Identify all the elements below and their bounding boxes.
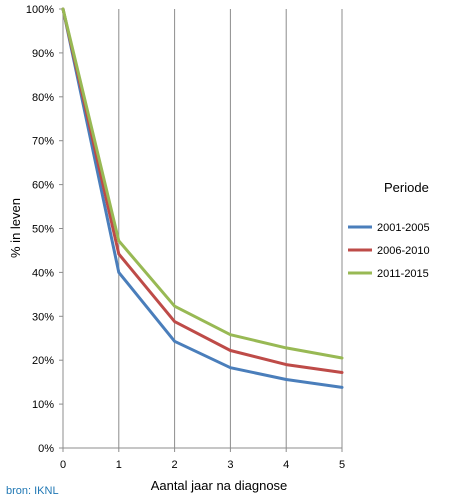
y-tick-label: 20% <box>32 355 54 367</box>
legend-items: 2001-2005 2006-2010 2011-2015 <box>348 222 430 280</box>
legend-label-2006-2010: 2006-2010 <box>377 245 430 257</box>
legend-title: Periode <box>384 180 429 195</box>
gridlines <box>118 9 343 448</box>
y-axis-title: % in leven <box>8 198 23 258</box>
axes <box>59 8 343 452</box>
x-tick-label: 1 <box>116 459 122 471</box>
x-tick-label: 3 <box>227 459 233 471</box>
y-tick-label: 70% <box>32 136 54 148</box>
y-tick-label: 90% <box>32 48 54 60</box>
x-tick-label: 5 <box>339 459 345 471</box>
y-tick-label: 30% <box>32 311 54 323</box>
tick-labels: 0% 10% 20% 30% 40% 50% 60% 70% 80% 90% 100% 0 1 2 3 4 5 <box>26 4 345 471</box>
series-line-2006-2010 <box>61 7 344 374</box>
y-tick-label: 10% <box>32 399 54 411</box>
series-line-2011-2015 <box>61 7 344 360</box>
y-tick-label: 100% <box>26 4 54 16</box>
y-tick-label: 0% <box>38 443 54 455</box>
legend: Periode 2001-2005 2006-2010 2011-2015 <box>348 180 430 280</box>
x-tick-label: 0 <box>60 459 66 471</box>
legend-label-2011-2015: 2011-2015 <box>377 268 429 280</box>
y-tick-label: 40% <box>32 267 54 279</box>
legend-label-2001-2005: 2001-2005 <box>377 222 430 234</box>
y-tick-label: 80% <box>32 92 54 104</box>
y-tick-label: 60% <box>32 180 54 192</box>
series-line-2001-2005 <box>61 7 344 389</box>
y-tick-label: 50% <box>32 224 54 236</box>
source-note: bron: IKNL <box>6 485 59 497</box>
x-tick-label: 4 <box>283 459 289 471</box>
x-axis-title: Aantal jaar na diagnose <box>151 478 288 493</box>
series-lines <box>61 7 344 389</box>
x-tick-label: 2 <box>172 459 178 471</box>
